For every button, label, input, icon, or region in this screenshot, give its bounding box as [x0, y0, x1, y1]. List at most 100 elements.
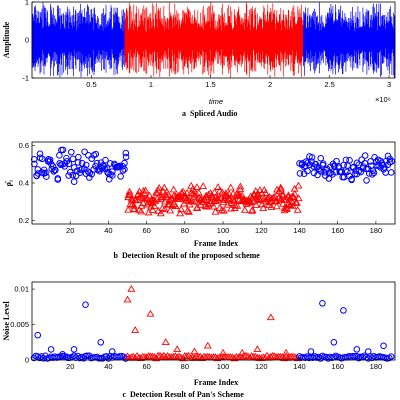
circle-marker	[363, 177, 370, 184]
waveform-segment-3	[303, 2, 396, 78]
x-tick-label: 20	[66, 362, 74, 371]
circle-marker	[358, 156, 365, 164]
triangle-marker	[125, 187, 134, 195]
triangle-marker	[294, 181, 303, 189]
triangle-marker	[125, 190, 134, 198]
triangle-marker	[158, 193, 167, 201]
circle-marker	[30, 156, 38, 163]
triangle-marker	[146, 309, 155, 317]
triangle-marker	[248, 206, 256, 214]
triangle-marker	[160, 183, 169, 191]
panel-c-markers	[30, 285, 395, 362]
circle-marker	[319, 299, 326, 307]
circle-marker	[364, 348, 372, 355]
triangle-marker	[137, 192, 146, 200]
circle-marker	[304, 159, 312, 167]
circle-marker	[70, 346, 78, 353]
y-tick-label: 0.6	[19, 141, 29, 150]
triangle-marker	[225, 194, 233, 201]
x-tick-label: 3	[387, 80, 391, 89]
triangle-marker	[152, 188, 161, 196]
triangle-marker	[141, 186, 150, 194]
circle-marker	[34, 353, 42, 360]
circle-marker	[119, 167, 127, 174]
x-tick-label: 40	[104, 362, 112, 371]
triangle-marker	[292, 198, 301, 206]
circle-marker	[56, 152, 63, 159]
circle-marker	[78, 159, 86, 167]
triangle-marker	[157, 352, 166, 360]
triangle-marker	[236, 185, 245, 193]
circle-marker	[353, 159, 361, 167]
panel-b-proposed-scheme: 20 40 60 80 100 120 140 160 180 0.2 0.4 0.6 ρ̂₁ Fra…	[4, 141, 396, 260]
circle-marker	[75, 153, 82, 161]
triangle-marker	[276, 185, 285, 193]
triangle-marker	[213, 195, 222, 203]
circle-marker	[90, 166, 98, 173]
x-tick-label: 80	[181, 362, 189, 371]
circle-marker	[92, 150, 100, 158]
panel-c-axes-frame	[31, 281, 396, 361]
triangle-marker	[177, 205, 186, 213]
circle-marker	[348, 175, 355, 183]
triangle-marker	[179, 187, 188, 195]
triangle-marker	[128, 200, 137, 208]
triangle-marker	[150, 201, 159, 209]
x-tick-label: 140	[293, 226, 306, 235]
triangle-marker	[227, 199, 236, 206]
panel-b-title: Detection Result of the proposed scheme	[122, 251, 260, 260]
triangle-marker	[145, 191, 154, 199]
triangle-marker	[247, 352, 256, 359]
x-tick-label: 100	[217, 362, 230, 371]
triangle-marker	[173, 345, 182, 353]
panel-a-spliced-audio: 0.5 1 1.5 2 2.5 3 -1 0 1 Amplitude time ×10⁶ a S…	[2, 0, 396, 118]
circle-marker	[69, 171, 76, 179]
circle-marker	[68, 148, 75, 156]
circle-marker	[112, 163, 120, 171]
circle-marker	[353, 346, 361, 353]
circle-marker	[364, 355, 372, 362]
triangle-marker	[138, 352, 147, 360]
triangle-marker	[215, 194, 224, 202]
waveform-segment-1	[31, 2, 125, 78]
triangle-marker	[276, 183, 285, 191]
circle-marker	[69, 155, 77, 163]
triangle-marker	[160, 197, 169, 205]
y-tick-label: 0	[25, 356, 29, 365]
triangle-marker	[207, 193, 216, 201]
circle-marker	[340, 307, 347, 314]
x-tick-label: 100	[217, 226, 230, 235]
triangle-marker	[124, 191, 133, 198]
triangle-marker	[289, 193, 298, 200]
triangle-marker	[183, 206, 192, 214]
triangle-marker	[236, 182, 245, 190]
triangle-marker	[203, 341, 212, 349]
circle-marker	[307, 348, 315, 355]
triangle-marker	[193, 204, 202, 212]
triangle-marker	[148, 206, 157, 213]
circle-marker	[50, 168, 58, 175]
y-tick-label: 0.005	[10, 320, 29, 329]
circle-marker	[370, 169, 378, 177]
circle-marker	[52, 166, 59, 174]
circle-marker	[346, 156, 353, 164]
triangle-marker	[238, 348, 247, 356]
triangle-marker	[206, 199, 215, 207]
triangle-marker	[290, 184, 299, 192]
y-tick-label: 0.2	[19, 216, 29, 225]
panel-b-xlabel: Frame Index	[194, 239, 238, 248]
triangle-marker	[140, 189, 149, 196]
x-tick-label: 60	[142, 362, 150, 371]
circle-marker	[357, 168, 365, 176]
circle-marker	[380, 342, 387, 350]
circle-marker	[63, 154, 70, 162]
panel-b-letter: b	[114, 251, 119, 260]
triangle-marker	[279, 199, 288, 207]
triangle-marker	[269, 193, 278, 201]
audio-waveform	[31, 2, 396, 78]
triangle-marker	[201, 202, 210, 209]
triangle-marker	[219, 198, 228, 206]
waveform-segment-2	[124, 2, 304, 78]
circle-marker	[74, 352, 82, 360]
panel-c-title: Detection Result of Pan's Scheme	[130, 390, 244, 399]
